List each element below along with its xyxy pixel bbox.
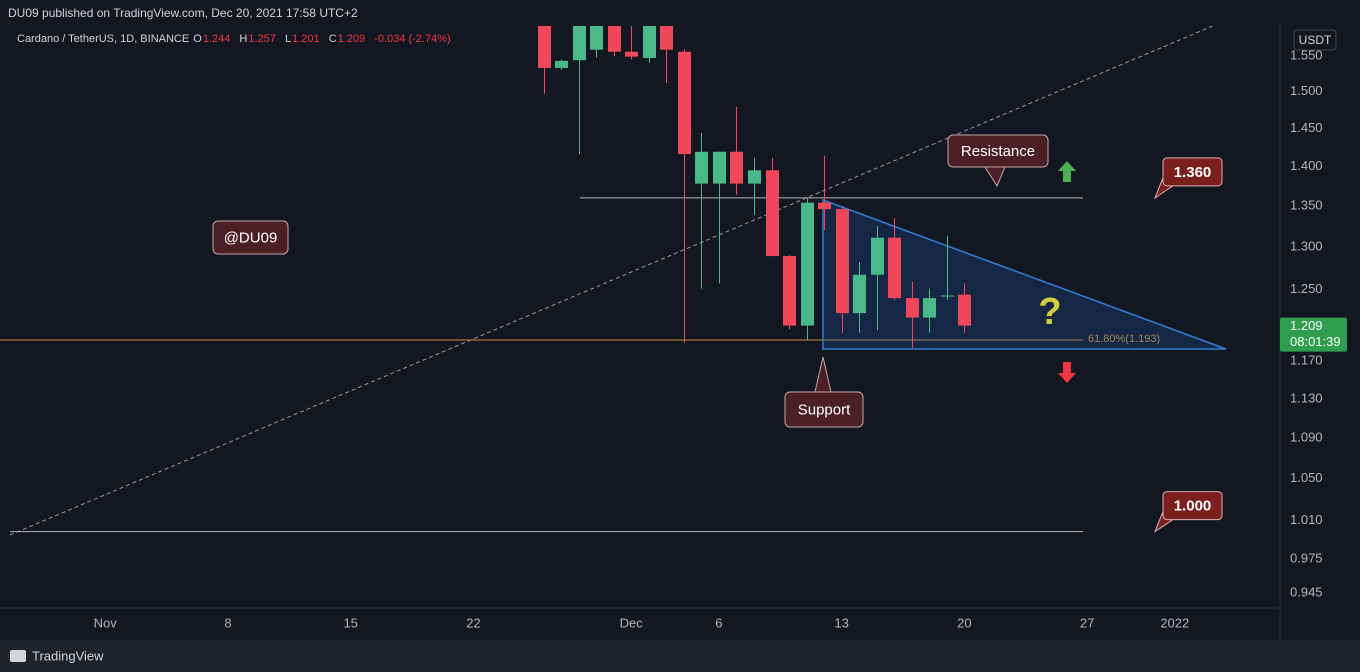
arrow-up	[1058, 161, 1076, 182]
callout-text: Support	[798, 401, 851, 418]
callout-box	[784, 391, 864, 428]
published-note: DU09 published on TradingView.com, Dec 2…	[8, 6, 358, 20]
candle-body	[871, 237, 884, 275]
candle-body	[853, 274, 866, 314]
x-tick-label: 13	[834, 615, 848, 630]
x-tick-label: 22	[466, 615, 480, 630]
y-tick-label: 1.130	[1290, 390, 1323, 405]
candle-body	[836, 209, 849, 314]
ohlc-value: 1.257	[248, 33, 276, 45]
candle-body	[748, 170, 761, 184]
symbol: Cardano / TetherUS, 1D, BINANCE	[17, 33, 190, 45]
arrow-down	[1058, 362, 1076, 383]
y-tick-label: 1.350	[1290, 197, 1323, 212]
candle-body	[906, 298, 919, 318]
y-tick-label: 1.090	[1290, 429, 1323, 444]
candle-body	[783, 256, 796, 326]
last-price-label: 1.209	[1290, 318, 1323, 333]
candle-body	[573, 21, 586, 61]
callout-text: Resistance	[961, 143, 1035, 160]
ohlc-key: H	[239, 33, 248, 45]
candle-body	[555, 60, 568, 68]
candle-body	[590, 21, 603, 50]
candle-body	[730, 151, 743, 184]
y-tick-label: 1.400	[1290, 158, 1323, 173]
x-tick-label: 27	[1080, 615, 1094, 630]
plot-area: 61.80%(1.193)	[0, 4, 1227, 536]
unit-label: USDT	[1299, 33, 1332, 47]
ohlc-key: L	[284, 33, 292, 45]
fib-label: 61.80%(1.193)	[1088, 333, 1160, 345]
candle-body	[941, 295, 954, 297]
x-tick-label: Dec	[620, 615, 644, 630]
candle-body	[958, 294, 971, 326]
callout-text: @DU09	[224, 229, 278, 246]
candle-body	[538, 14, 551, 68]
y-tick-label: 1.050	[1290, 470, 1323, 485]
y-tick-label: 1.300	[1290, 238, 1323, 253]
x-tick-label: 15	[343, 615, 357, 630]
candle-body	[923, 298, 936, 318]
y-tick-label: 1.450	[1290, 120, 1323, 135]
trend-line	[9, 24, 1216, 536]
candle-body	[888, 237, 901, 299]
header-bar	[0, 0, 1360, 26]
last-price-tag	[1280, 317, 1347, 352]
candle-body	[660, 21, 673, 50]
callout-box	[947, 134, 1049, 168]
y-tick-label: 0.945	[1290, 584, 1323, 599]
x-tick-label: 6	[715, 615, 722, 630]
callout-box	[212, 220, 289, 255]
y-tick-label: 0.975	[1290, 550, 1323, 565]
y-tick-label: 1.010	[1290, 512, 1323, 527]
tag-box	[1162, 157, 1223, 187]
y-tick-label: 1.550	[1290, 47, 1323, 62]
candle-body	[608, 21, 621, 52]
brand-logo	[10, 650, 26, 662]
tag-box	[1162, 491, 1223, 521]
y-tick-label: 1.500	[1290, 83, 1323, 98]
unit-box	[1293, 29, 1337, 51]
ohlc-value: 1.209	[337, 33, 366, 45]
candle-body	[695, 151, 708, 184]
x-tick-label: 8	[224, 615, 231, 630]
candle-body	[713, 151, 726, 184]
y-tick-label: 1.170	[1290, 353, 1323, 368]
tag-text: 1.360	[1174, 164, 1212, 181]
candle-body	[625, 51, 638, 57]
x-tick-label: 2022	[1160, 615, 1189, 630]
question-mark: ?	[1038, 291, 1061, 333]
x-tick-label: 20	[957, 615, 971, 630]
legend: Cardano / TetherUS, 1D, BINANCE O1.244 H…	[17, 33, 457, 45]
brand: TradingView	[32, 648, 104, 663]
ohlc-key: O	[193, 33, 202, 45]
ohlc-key: C	[328, 33, 337, 45]
ohlc-value: 1.244	[202, 33, 231, 45]
ohlc-value: 1.201	[292, 33, 320, 45]
candle-body	[766, 170, 779, 257]
y-tick-label: 1.250	[1290, 281, 1323, 296]
tag-text: 1.000	[1174, 498, 1212, 515]
candle-body	[801, 202, 814, 326]
candle-body	[818, 202, 831, 210]
candle-body	[678, 51, 691, 155]
countdown: 08:01:39	[1290, 334, 1341, 349]
x-tick-label: Nov	[94, 615, 118, 630]
footer-bar	[0, 640, 1360, 672]
change: -0.034 (-2.74%)	[374, 33, 451, 45]
candle-body	[643, 21, 656, 59]
